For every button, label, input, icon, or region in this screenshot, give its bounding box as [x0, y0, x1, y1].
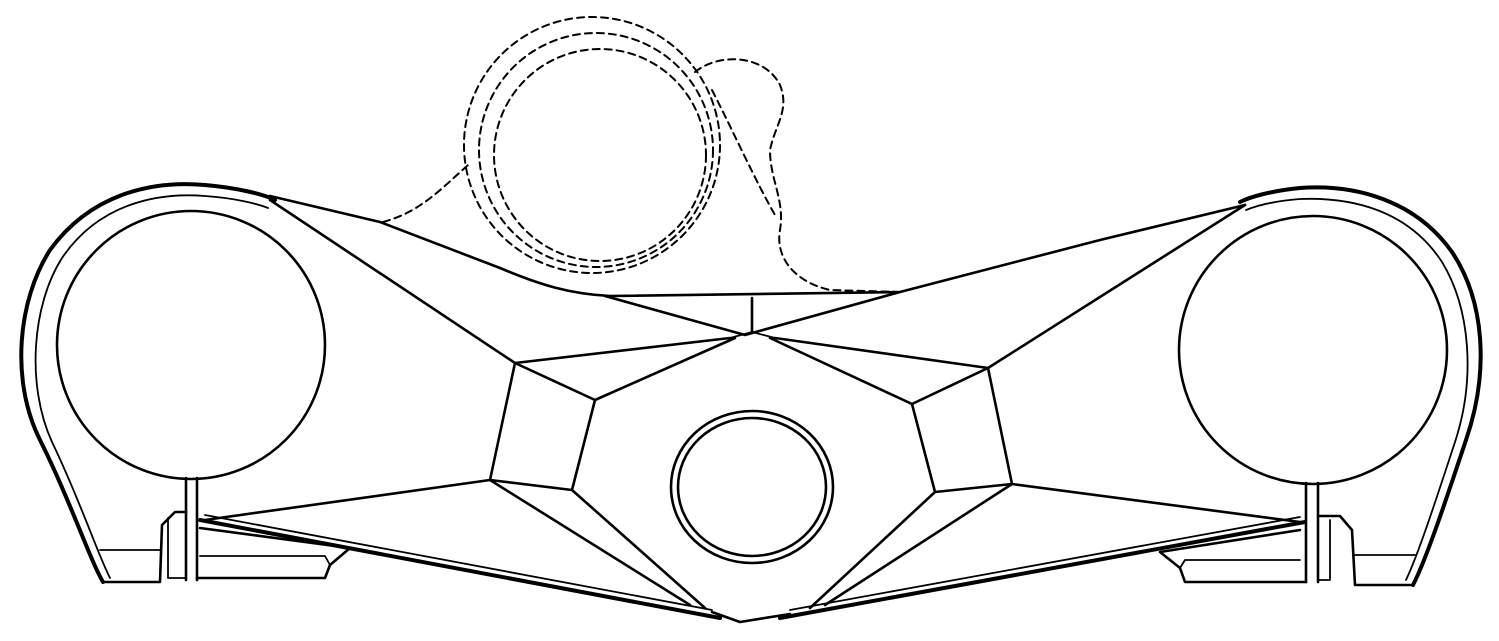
- left-clamp: [57, 211, 350, 582]
- right-rib-upper-outer: [988, 205, 1245, 368]
- right-pocket-outer: [912, 368, 1012, 492]
- bottom-center-tip: [712, 612, 790, 622]
- top-edge-right: [610, 205, 1245, 296]
- stem-bore: [671, 411, 833, 563]
- left-pocket-outer: [490, 363, 595, 490]
- phantom-component: [383, 17, 900, 292]
- phantom-circle-inner: [494, 49, 706, 261]
- stem-bore-inner: [678, 418, 826, 556]
- bottom-edge-left-inner: [205, 515, 712, 610]
- phantom-cable-right: [695, 59, 900, 292]
- right-arm-inner-edge: [1246, 199, 1468, 580]
- right-fork-bore: [1179, 216, 1447, 484]
- left-arm-outer-edge: [21, 184, 275, 582]
- top-edge-left: [270, 196, 610, 296]
- left-rib-lower-outer: [205, 480, 490, 520]
- left-lug-step: [100, 518, 186, 578]
- right-lug-outer: [1318, 516, 1413, 585]
- right-lug-inner-step: [1180, 560, 1300, 568]
- phantom-circle-mid: [479, 33, 713, 267]
- bottom-edge-right: [780, 522, 1305, 618]
- left-rib-diag: [595, 338, 735, 400]
- left-fork-bore: [57, 211, 325, 479]
- right-clamp: [1160, 216, 1447, 585]
- bottom-edge-left: [200, 520, 720, 618]
- phantom-circle-outer: [464, 17, 720, 273]
- phantom-cable-inner: [712, 90, 775, 215]
- right-rib-lower-outer: [1012, 484, 1300, 522]
- left-lug-outer: [103, 512, 186, 582]
- left-rib-lower-inner: [572, 490, 705, 608]
- bottom-edge-right-inner: [790, 517, 1300, 610]
- left-rib-upper-inner: [515, 338, 730, 363]
- phantom-cable-left: [383, 165, 468, 222]
- left-lug-inner-step: [200, 556, 330, 565]
- left-rib-upper-outer: [270, 200, 515, 363]
- stem-bore-outer: [671, 411, 833, 563]
- right-rib-upper-inner: [775, 338, 988, 368]
- right-lug-step: [1318, 520, 1415, 580]
